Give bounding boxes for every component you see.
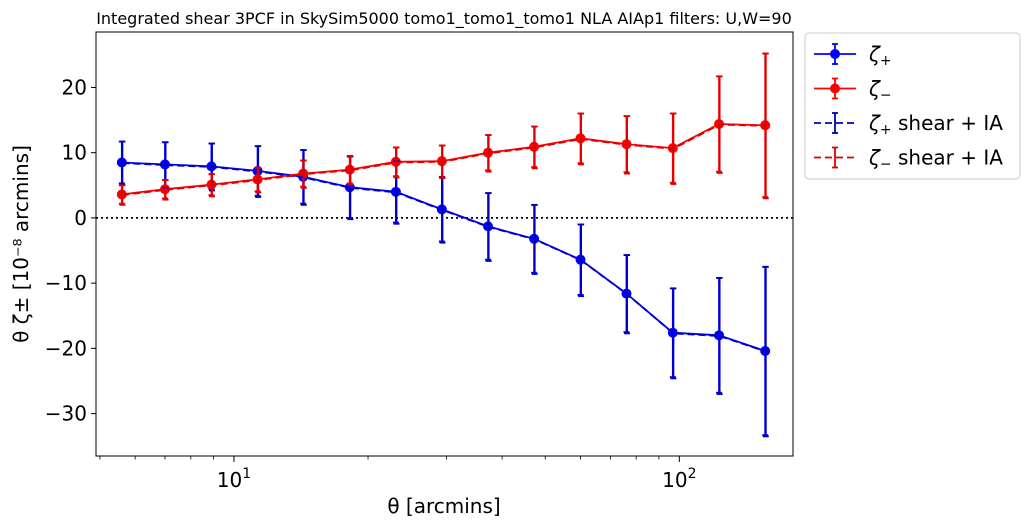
chart-title: Integrated shear 3PCF in SkySim5000 tomo… — [96, 9, 792, 29]
plot-area — [96, 52, 793, 438]
y-tick-label: 20 — [62, 75, 87, 99]
legend-label: ζ+ shear + IA — [868, 111, 1003, 138]
y-tick-label: 0 — [74, 206, 87, 230]
y-axis-label: θ ζ± [10⁻⁸ arcmins] — [9, 145, 33, 343]
legend-entry-0: ζ+ — [814, 42, 892, 69]
x-axis-label: θ [arcmins] — [387, 494, 500, 518]
y-tick-label: −30 — [45, 402, 87, 426]
legend-entry-1: ζ− — [814, 77, 892, 104]
legend-marker — [830, 49, 840, 59]
legend-entry-3: ζ− shear + IA — [814, 146, 1003, 173]
series-3 — [119, 52, 769, 206]
plot-frame — [95, 31, 794, 457]
legend-marker — [830, 83, 840, 94]
y-tick-label: −20 — [45, 336, 87, 360]
legend-label: ζ− — [868, 77, 892, 104]
series-line — [122, 162, 767, 353]
series-1 — [116, 52, 771, 205]
legend-box — [804, 32, 1021, 180]
series-2 — [119, 140, 769, 438]
y-tick-label: −10 — [45, 271, 87, 295]
legend: ζ+ ζ− ζ+ shear + IA ζ− shear + IA — [804, 32, 1021, 180]
axes: −30 −20 −10 0 10 20 101 102 — [45, 31, 794, 492]
x-tick-label: 101 — [217, 466, 251, 492]
series-line — [121, 161, 766, 352]
legend-entry-2: ζ+ shear + IA — [814, 111, 1003, 138]
x-tick-label: 102 — [662, 466, 696, 492]
y-tick-label: 10 — [62, 141, 87, 165]
legend-label: ζ+ — [868, 42, 892, 69]
legend-label: ζ− shear + IA — [868, 146, 1003, 173]
series-line — [122, 123, 766, 196]
